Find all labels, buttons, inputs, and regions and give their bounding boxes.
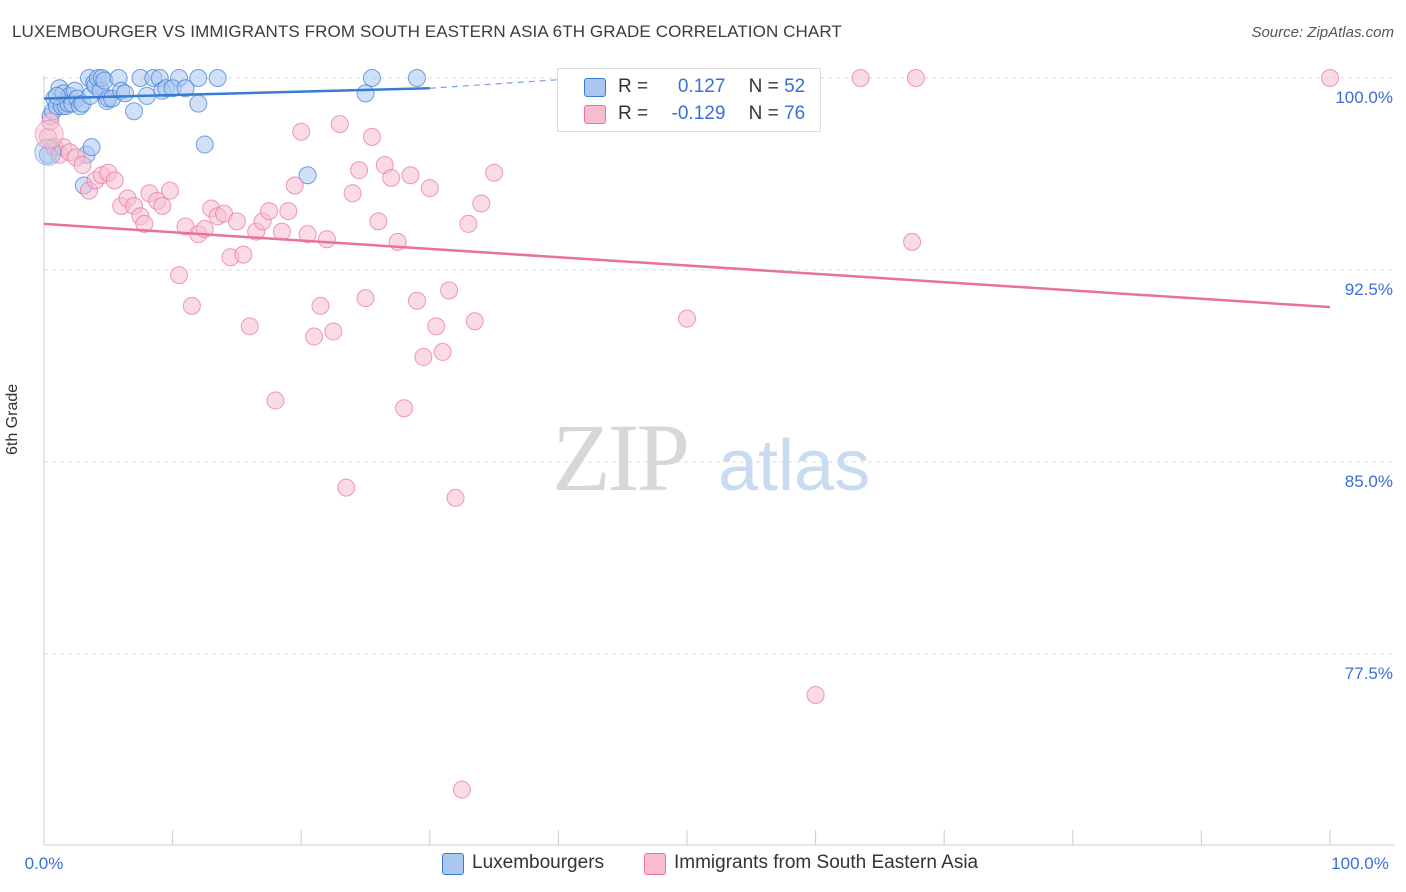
legend-n-label: N = [748,103,779,124]
point-luxembourgers [189,69,208,87]
grid-lines [44,77,1395,655]
point-immigrants [407,291,426,310]
point-immigrants [305,327,324,346]
point-immigrants [330,115,349,134]
point-immigrants [298,225,317,244]
point-immigrants [317,230,336,249]
point-immigrants [485,163,504,182]
point-immigrants [427,317,446,336]
point-immigrants [382,168,401,187]
point-luxembourgers [362,69,381,87]
point-luxembourgers [176,79,195,98]
point-immigrants [272,222,291,241]
point-immigrants [459,214,478,233]
point-immigrants [806,685,825,704]
point-immigrants [260,202,279,221]
legend-r-value-immigrants: -0.129 [671,103,726,124]
point-immigrants [161,181,180,200]
point-immigrants [337,478,356,497]
x-tick-label: 100.0% [1331,854,1389,873]
point-immigrants [433,342,452,361]
chart-title: LUXEMBOURGER VS IMMIGRANTS FROM SOUTH EA… [12,22,842,41]
point-immigrants [903,232,922,251]
point-immigrants [227,212,246,231]
point-luxembourgers [208,69,227,87]
bottom-legend-swatch-pink [644,853,666,875]
point-luxembourgers [189,94,208,113]
point-immigrants [292,122,311,141]
point-immigrants [105,171,124,190]
legend-r-value-luxembourgers: 0.127 [677,76,726,97]
legend-n-value-luxembourgers: 52 [784,76,806,97]
point-luxembourgers [195,135,214,154]
point-immigrants [240,317,259,336]
legend-r-label: R = [618,76,649,97]
bottom-legend-swatch-blue [442,853,464,875]
point-immigrants [73,156,92,175]
point-immigrants [420,179,439,198]
bottom-legend-label-immigrants: Immigrants from South Eastern Asia [674,852,979,873]
point-immigrants [851,69,870,87]
watermark-atlas: atlas [718,426,870,506]
point-luxembourgers [82,138,101,157]
point-immigrants [356,289,375,308]
point-immigrants [234,245,253,264]
point-immigrants [906,69,925,87]
y-tick-label: 100.0% [1335,88,1393,107]
point-immigrants [446,488,465,507]
y-tick-label: 92.5% [1345,280,1393,299]
point-luxembourgers [356,84,375,103]
legend-n-label: N = [748,76,779,97]
watermark: ZIP atlas [552,404,870,511]
y-tick-label: 77.5% [1345,664,1393,683]
trend-lines [43,77,1331,309]
trend-line-immigrants [43,222,1331,309]
point-luxembourgers [116,84,135,103]
point-immigrants [343,184,362,203]
point-immigrants [401,166,420,185]
data-points [34,69,1339,799]
point-immigrants [472,194,491,213]
point-immigrants [182,296,201,315]
trend-line-luxembourgers [43,86,430,100]
point-immigrants [279,202,298,221]
tick-labels: 100.0% 92.5% 85.0% 77.5% 0.0% 100.0% [25,88,1393,873]
legend-n-value-immigrants: 76 [784,103,806,124]
legend-r-label: R = [618,103,649,124]
bottom-legend-label-luxembourgers: Luxembourgers [472,852,605,873]
point-immigrants [678,309,696,328]
trend-line-luxembourgers-extension [429,77,585,89]
y-tick-label: 85.0% [1345,472,1393,491]
x-tick-label: 0.0% [25,854,64,873]
source-credit: Source: ZipAtlas.com [1251,24,1394,41]
point-immigrants [1321,69,1339,87]
point-immigrants [362,127,381,146]
legend-swatch-blue [584,78,606,97]
point-immigrants [350,161,369,180]
point-luxembourgers [125,102,144,121]
point-immigrants [369,212,388,231]
point-immigrants [440,281,459,300]
watermark-zip: ZIP [552,404,687,511]
point-immigrants [170,266,189,285]
point-immigrants [324,322,343,341]
point-immigrants [34,119,64,149]
point-luxembourgers [47,86,66,105]
point-immigrants [266,391,285,410]
point-immigrants [153,197,172,215]
point-immigrants [452,780,471,799]
y-axis-label: 6th Grade [4,383,21,455]
stats-legend: R = 0.127 N = 52 R = -0.129 N = 76 [557,68,821,132]
point-luxembourgers [298,166,317,185]
point-immigrants [414,348,433,367]
point-luxembourgers [407,69,426,87]
axes [43,76,1395,846]
point-immigrants [285,176,304,195]
point-immigrants [465,312,484,331]
point-immigrants [311,296,330,315]
point-immigrants [135,214,154,233]
point-immigrants [395,399,414,418]
legend-swatch-pink [584,105,606,124]
